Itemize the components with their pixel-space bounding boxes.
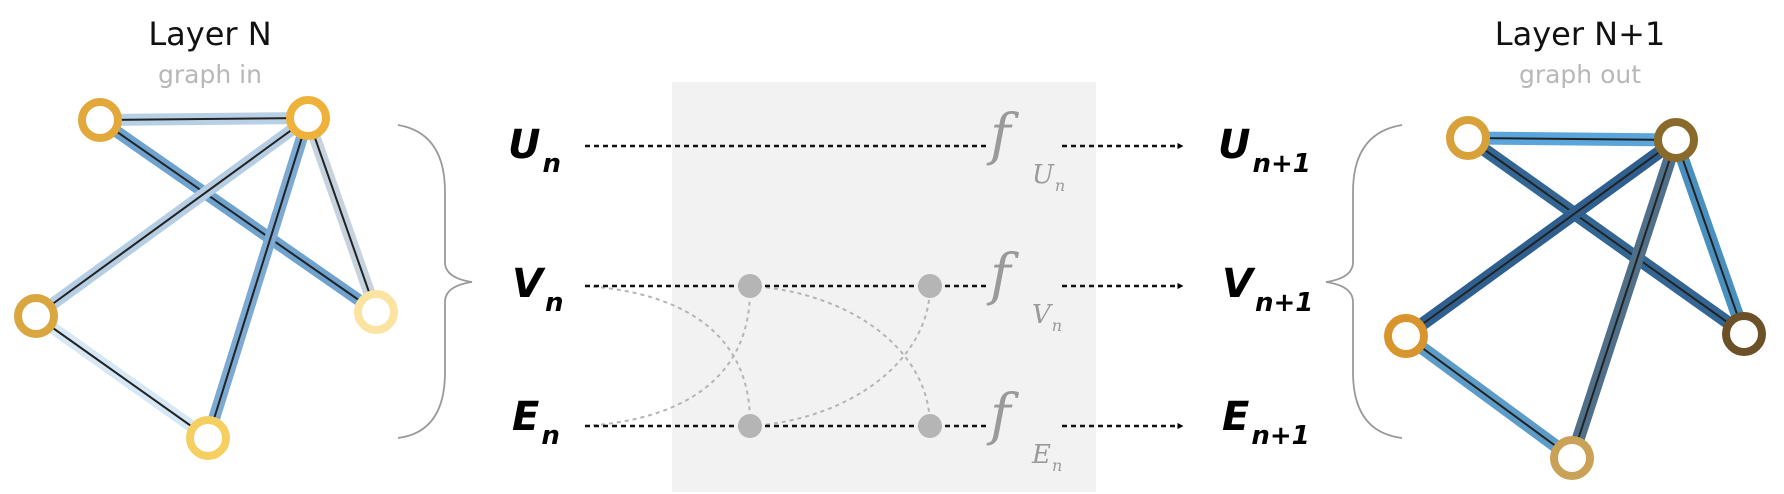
output-graph: Layer N+1 graph out [1384, 15, 1766, 480]
input-edge [302, 116, 382, 314]
output-edge [1464, 132, 1748, 340]
update-function-e: f En [986, 383, 1062, 475]
left-panel-title: Layer N [148, 15, 271, 53]
output-node [1722, 312, 1766, 356]
output-node [1384, 314, 1428, 358]
right-panel-title: Layer N+1 [1495, 15, 1666, 53]
output-node [1446, 116, 1490, 160]
input-graph: Layer N graph in [14, 15, 398, 460]
output-edge [1565, 137, 1683, 461]
input-edge [202, 116, 314, 440]
output-labels: Un+1 Vn+1 En+1 [1218, 122, 1313, 451]
output-edge [1669, 137, 1751, 337]
output-edge [1402, 330, 1576, 464]
input-node [78, 98, 122, 142]
output-label-e: En+1 [1222, 394, 1310, 451]
input-edge [99, 112, 309, 126]
curve-node-to-edge-update [749, 285, 931, 427]
input-label-e: En [512, 394, 560, 451]
curve-v-to-block-edge [584, 285, 752, 427]
output-edge [1402, 134, 1680, 342]
input-edge [32, 311, 212, 443]
function-subscript-v: Vn [1032, 300, 1062, 335]
output-node [1654, 118, 1698, 162]
output-node [1550, 436, 1594, 480]
input-labels: Un Vn En [508, 122, 563, 451]
curve-edge-to-node-update [749, 285, 931, 427]
input-node [14, 294, 58, 338]
input-node [186, 416, 230, 460]
function-subscript-u: Un [1032, 160, 1065, 195]
output-label-u: Un+1 [1218, 122, 1311, 179]
junction-dot [918, 274, 942, 298]
input-graph-nodes [14, 96, 398, 460]
input-node [354, 290, 398, 334]
update-functions: f Un f Vn f En [986, 103, 1065, 475]
input-label-u: Un [508, 122, 561, 179]
input-graph-edges [32, 112, 382, 443]
curve-e-to-block-node [584, 285, 752, 427]
input-edge [32, 113, 312, 321]
input-node [286, 96, 330, 140]
right-panel-subtitle: graph out [1519, 60, 1641, 89]
output-graph-edges [1402, 131, 1751, 464]
junction-dots [738, 274, 942, 438]
junction-dot [738, 274, 762, 298]
function-subscript-e: En [1031, 440, 1062, 475]
input-edge [96, 115, 380, 317]
input-label-v: Vn [512, 261, 563, 318]
left-panel-subtitle: graph in [158, 60, 262, 89]
update-function-u: f Un [986, 103, 1065, 195]
update-function-v: f Vn [986, 243, 1062, 335]
right-brace [1325, 124, 1403, 439]
junction-dot [918, 414, 942, 438]
aggregation-curves [584, 285, 931, 427]
output-graph-nodes [1384, 116, 1766, 480]
junction-dot [738, 414, 762, 438]
left-brace [397, 124, 473, 439]
output-edge [1467, 131, 1677, 147]
output-label-v: Vn+1 [1222, 261, 1313, 318]
